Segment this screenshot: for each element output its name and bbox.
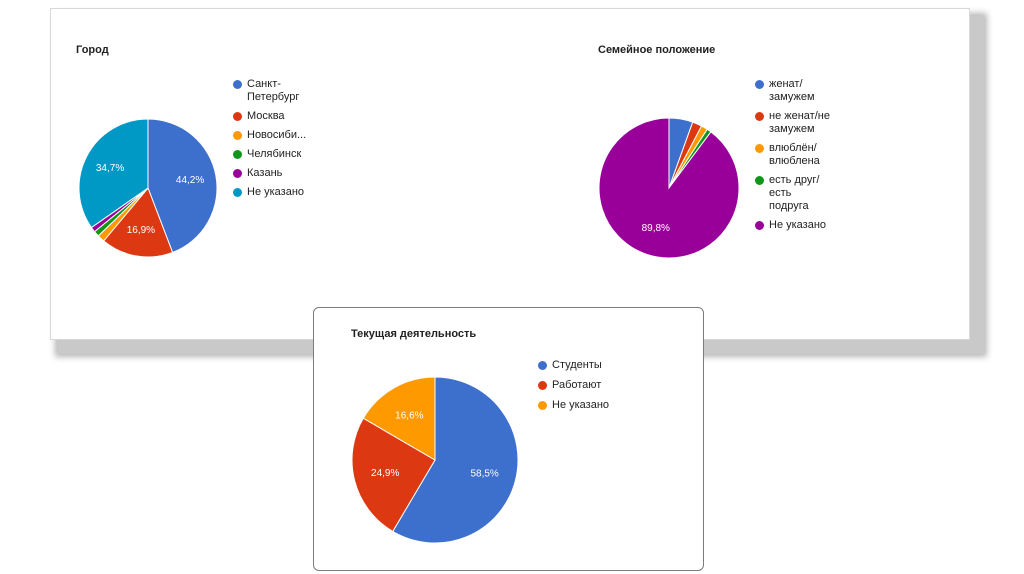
legend-item-activity-0: Студенты xyxy=(538,359,609,372)
legend-item-activity-2: Не указано xyxy=(538,399,609,412)
legend-dot-icon xyxy=(755,176,764,185)
legend-item-city-2: Новосиби... xyxy=(233,129,306,142)
legend-dot-icon xyxy=(233,80,242,89)
legend-label: есть друг/ есть подруга xyxy=(769,174,820,212)
pie-data-label-city-0: 44,2% xyxy=(176,175,204,186)
legend-activity: Студенты Работают Не указано xyxy=(538,359,609,419)
legend-dot-icon xyxy=(538,361,547,370)
legend-dot-icon xyxy=(233,150,242,159)
legend-dot-icon xyxy=(538,401,547,410)
legend-dot-icon xyxy=(233,112,242,121)
legend-label: влюблён/ влюблена xyxy=(769,142,820,167)
legend-item-city-0: Санкт- Петербург xyxy=(233,78,306,104)
pie-data-label-activity-0: 58,5% xyxy=(470,469,498,480)
pie-data-label-city-5: 34,7% xyxy=(96,163,124,174)
legend-dot-icon xyxy=(755,112,764,121)
legend-marital: женат/ замужем не женат/не замужем влюблён… xyxy=(755,78,830,238)
pie-data-label-city-1: 16,9% xyxy=(127,225,155,236)
pie-data-label-activity-2: 16,6% xyxy=(395,410,423,421)
legend-label: Не указано xyxy=(552,399,610,411)
legend-label: Санкт- Петербург xyxy=(247,78,300,103)
legend-label: Новосиби... xyxy=(247,129,307,141)
legend-dot-icon xyxy=(538,381,547,390)
legend-city: Санкт- Петербург Москва Новосиби... Челябин… xyxy=(233,78,306,205)
legend-label: не женат/не замужем xyxy=(769,110,830,135)
pie-slice-activity-2 xyxy=(362,376,436,461)
legend-label: Студенты xyxy=(552,359,602,371)
legend-item-marital-0: женат/ замужем xyxy=(755,78,830,104)
legend-dot-icon xyxy=(233,169,242,178)
legend-label: Не указано xyxy=(247,186,305,198)
legend-dot-icon xyxy=(755,221,764,230)
legend-dot-icon xyxy=(233,188,242,197)
legend-dot-icon xyxy=(755,80,764,89)
legend-item-city-1: Москва xyxy=(233,110,306,123)
chart-title-city: Город xyxy=(76,44,109,56)
chart-title-activity: Текущая деятельность xyxy=(351,328,477,340)
legend-item-marital-3: есть друг/ есть подруга xyxy=(755,174,830,213)
pie-chart-city: 44,2% 16,9% 34,7% xyxy=(78,118,218,258)
pie-data-label-activity-1: 24,9% xyxy=(371,468,399,479)
legend-label: Работают xyxy=(552,379,602,391)
legend-item-activity-1: Работают xyxy=(538,379,609,392)
legend-item-marital-4: Не указано xyxy=(755,219,830,232)
legend-item-marital-2: влюблён/ влюблена xyxy=(755,142,830,168)
pie-slice-activity-0 xyxy=(392,376,519,544)
legend-label: Не указано xyxy=(769,219,827,231)
pie-data-label-marital-4: 89,8% xyxy=(642,223,670,234)
legend-label: Челябинск xyxy=(247,148,302,160)
pie-slice-marital-4 xyxy=(598,117,740,259)
pie-slice-city-0 xyxy=(147,118,218,254)
legend-label: женат/ замужем xyxy=(769,78,815,103)
pie-slice-city-1 xyxy=(102,187,174,258)
pie-chart-marital: 89,8% xyxy=(598,117,740,259)
pie-slice-activity-1 xyxy=(351,417,436,533)
legend-item-city-4: Казань xyxy=(233,167,306,180)
legend-label: Москва xyxy=(247,110,285,122)
legend-item-city-3: Челябинск xyxy=(233,148,306,161)
pie-chart-activity: 58,5% 24,9% 16,6% xyxy=(351,376,519,544)
legend-dot-icon xyxy=(755,144,764,153)
pie-slice-city-5 xyxy=(78,118,149,229)
legend-label: Казань xyxy=(247,167,283,179)
legend-item-marital-1: не женат/не замужем xyxy=(755,110,830,136)
legend-item-city-5: Не указано xyxy=(233,186,306,199)
legend-dot-icon xyxy=(233,131,242,140)
chart-title-marital: Семейное положение xyxy=(598,44,716,56)
